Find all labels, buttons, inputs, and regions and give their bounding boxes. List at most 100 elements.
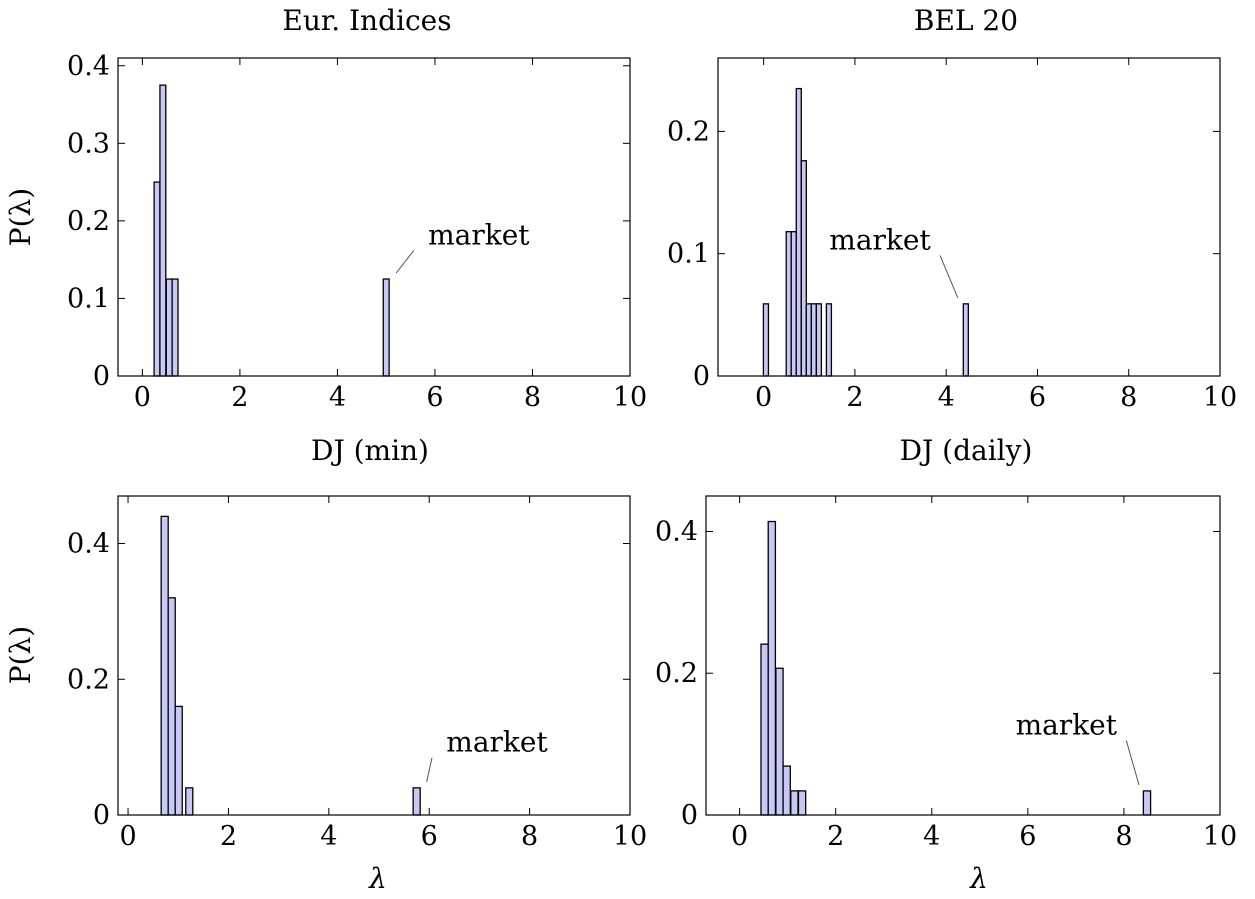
bar <box>805 303 812 377</box>
x-tick-label: 10 <box>613 382 647 413</box>
annotation-label: market <box>829 223 931 256</box>
x-tick-label: 8 <box>1120 382 1137 413</box>
y-tick-label: 0.2 <box>67 664 110 695</box>
annotation-leader-line <box>426 757 433 782</box>
x-axis-label: DJ (min) <box>311 434 429 467</box>
bar <box>825 303 833 377</box>
y-tick-label: 0.2 <box>655 658 698 689</box>
plot-frame <box>717 57 1221 377</box>
bar <box>174 705 183 816</box>
panel-bottom-right: λ 0 2 4 6 8 10 0 0.2 0.4 market <box>655 495 1237 895</box>
y-tick-label: 0.4 <box>655 516 698 547</box>
annotation-leader-line <box>395 250 415 274</box>
x-tick-label: 4 <box>320 821 337 852</box>
panel-eur-indices: Eur. Indices P(λ) DJ (min) 0 2 4 6 8 10 0 0.1 0.… <box>4 4 647 467</box>
axis-ticks: 0 2 4 6 8 10 0 0.2 0.4 <box>655 496 1237 852</box>
bar <box>153 181 161 377</box>
bar <box>797 790 807 816</box>
x-tick-label: 0 <box>134 382 151 413</box>
y-tick-label: 0.1 <box>67 283 110 314</box>
x-tick-label: 8 <box>521 821 538 852</box>
bar <box>167 597 176 816</box>
plot-frame <box>117 57 631 377</box>
bar <box>160 515 169 816</box>
x-tick-label: 8 <box>524 382 541 413</box>
market-annotation: market <box>1016 708 1140 786</box>
y-tick-label: 0.2 <box>67 206 110 237</box>
bar <box>800 160 807 377</box>
x-tick-label: 10 <box>1203 382 1237 413</box>
axis-ticks: 0 2 4 6 8 10 0 0.2 0.4 <box>67 496 647 852</box>
plot-frame <box>117 495 631 816</box>
market-annotation: market <box>395 218 530 274</box>
x-axis-label: λ <box>969 862 988 895</box>
x-tick-label: 2 <box>846 382 863 413</box>
x-tick-label: 4 <box>923 821 940 852</box>
bar <box>790 790 799 816</box>
market-annotation: market <box>426 726 548 782</box>
bar <box>785 231 792 377</box>
panel-title: BEL 20 <box>914 4 1018 37</box>
annotation-label: market <box>1016 708 1118 741</box>
plot-frame <box>705 495 1221 816</box>
annotation-label: market <box>446 726 548 759</box>
y-tick-label: 0.3 <box>67 128 110 159</box>
x-tick-label: 6 <box>426 382 443 413</box>
x-tick-label: 2 <box>220 821 237 852</box>
x-axis-label: λ <box>368 862 387 895</box>
y-axis-label: P(λ) <box>4 626 37 684</box>
y-tick-label: 0 <box>693 361 710 392</box>
y-tick-label: 0 <box>93 800 110 831</box>
bar-series <box>760 520 1152 816</box>
bar <box>815 303 823 377</box>
bar-series <box>153 84 390 377</box>
panel-bottom-left: P(λ) λ 0 2 4 6 8 10 0 0.2 0.4 market <box>4 495 647 895</box>
bar <box>767 520 777 816</box>
axis-ticks: 0 2 4 6 8 10 0 0.1 0.2 0.3 0.4 <box>67 51 647 413</box>
bar <box>165 278 173 377</box>
y-tick-label: 0.4 <box>67 51 110 82</box>
bar <box>790 231 797 377</box>
bar <box>171 278 179 377</box>
x-tick-label: 2 <box>231 382 248 413</box>
y-tick-label: 0.4 <box>67 529 110 560</box>
x-tick-label: 0 <box>119 821 136 852</box>
x-axis-label: DJ (daily) <box>900 434 1033 467</box>
bar <box>382 278 390 377</box>
x-tick-label: 0 <box>731 821 748 852</box>
x-tick-label: 10 <box>1203 821 1237 852</box>
bar <box>185 787 194 816</box>
x-tick-label: 8 <box>1115 821 1132 852</box>
bar <box>782 765 791 816</box>
bar <box>762 303 770 377</box>
y-tick-label: 0.2 <box>667 116 710 147</box>
annotation-leader-line <box>1125 740 1140 786</box>
bar <box>810 303 817 377</box>
bar <box>412 787 421 816</box>
x-tick-label: 4 <box>329 382 346 413</box>
y-axis-label: P(λ) <box>4 188 37 246</box>
y-tick-label: 0 <box>93 361 110 392</box>
x-tick-label: 0 <box>755 382 772 413</box>
bar-series <box>160 515 421 816</box>
x-tick-label: 2 <box>827 821 844 852</box>
panel-bel-20: BEL 20 DJ (daily) 0 2 4 6 8 10 0 0.1 0.2 market <box>667 4 1237 467</box>
bar <box>775 667 784 816</box>
market-annotation: market <box>829 223 959 299</box>
x-tick-label: 6 <box>1029 382 1046 413</box>
x-tick-label: 4 <box>938 382 955 413</box>
x-tick-label: 10 <box>613 821 647 852</box>
bar <box>159 84 167 377</box>
panel-title: Eur. Indices <box>282 4 451 37</box>
bar <box>962 303 969 377</box>
axis-ticks: 0 2 4 6 8 10 0 0.1 0.2 <box>667 58 1237 413</box>
y-tick-label: 0 <box>681 800 698 831</box>
bar <box>1142 790 1152 816</box>
annotation-label: market <box>428 218 530 251</box>
bar <box>795 87 802 377</box>
bar <box>760 643 769 816</box>
annotation-leader-line <box>939 255 959 299</box>
x-tick-label: 6 <box>1019 821 1036 852</box>
x-tick-label: 6 <box>421 821 438 852</box>
